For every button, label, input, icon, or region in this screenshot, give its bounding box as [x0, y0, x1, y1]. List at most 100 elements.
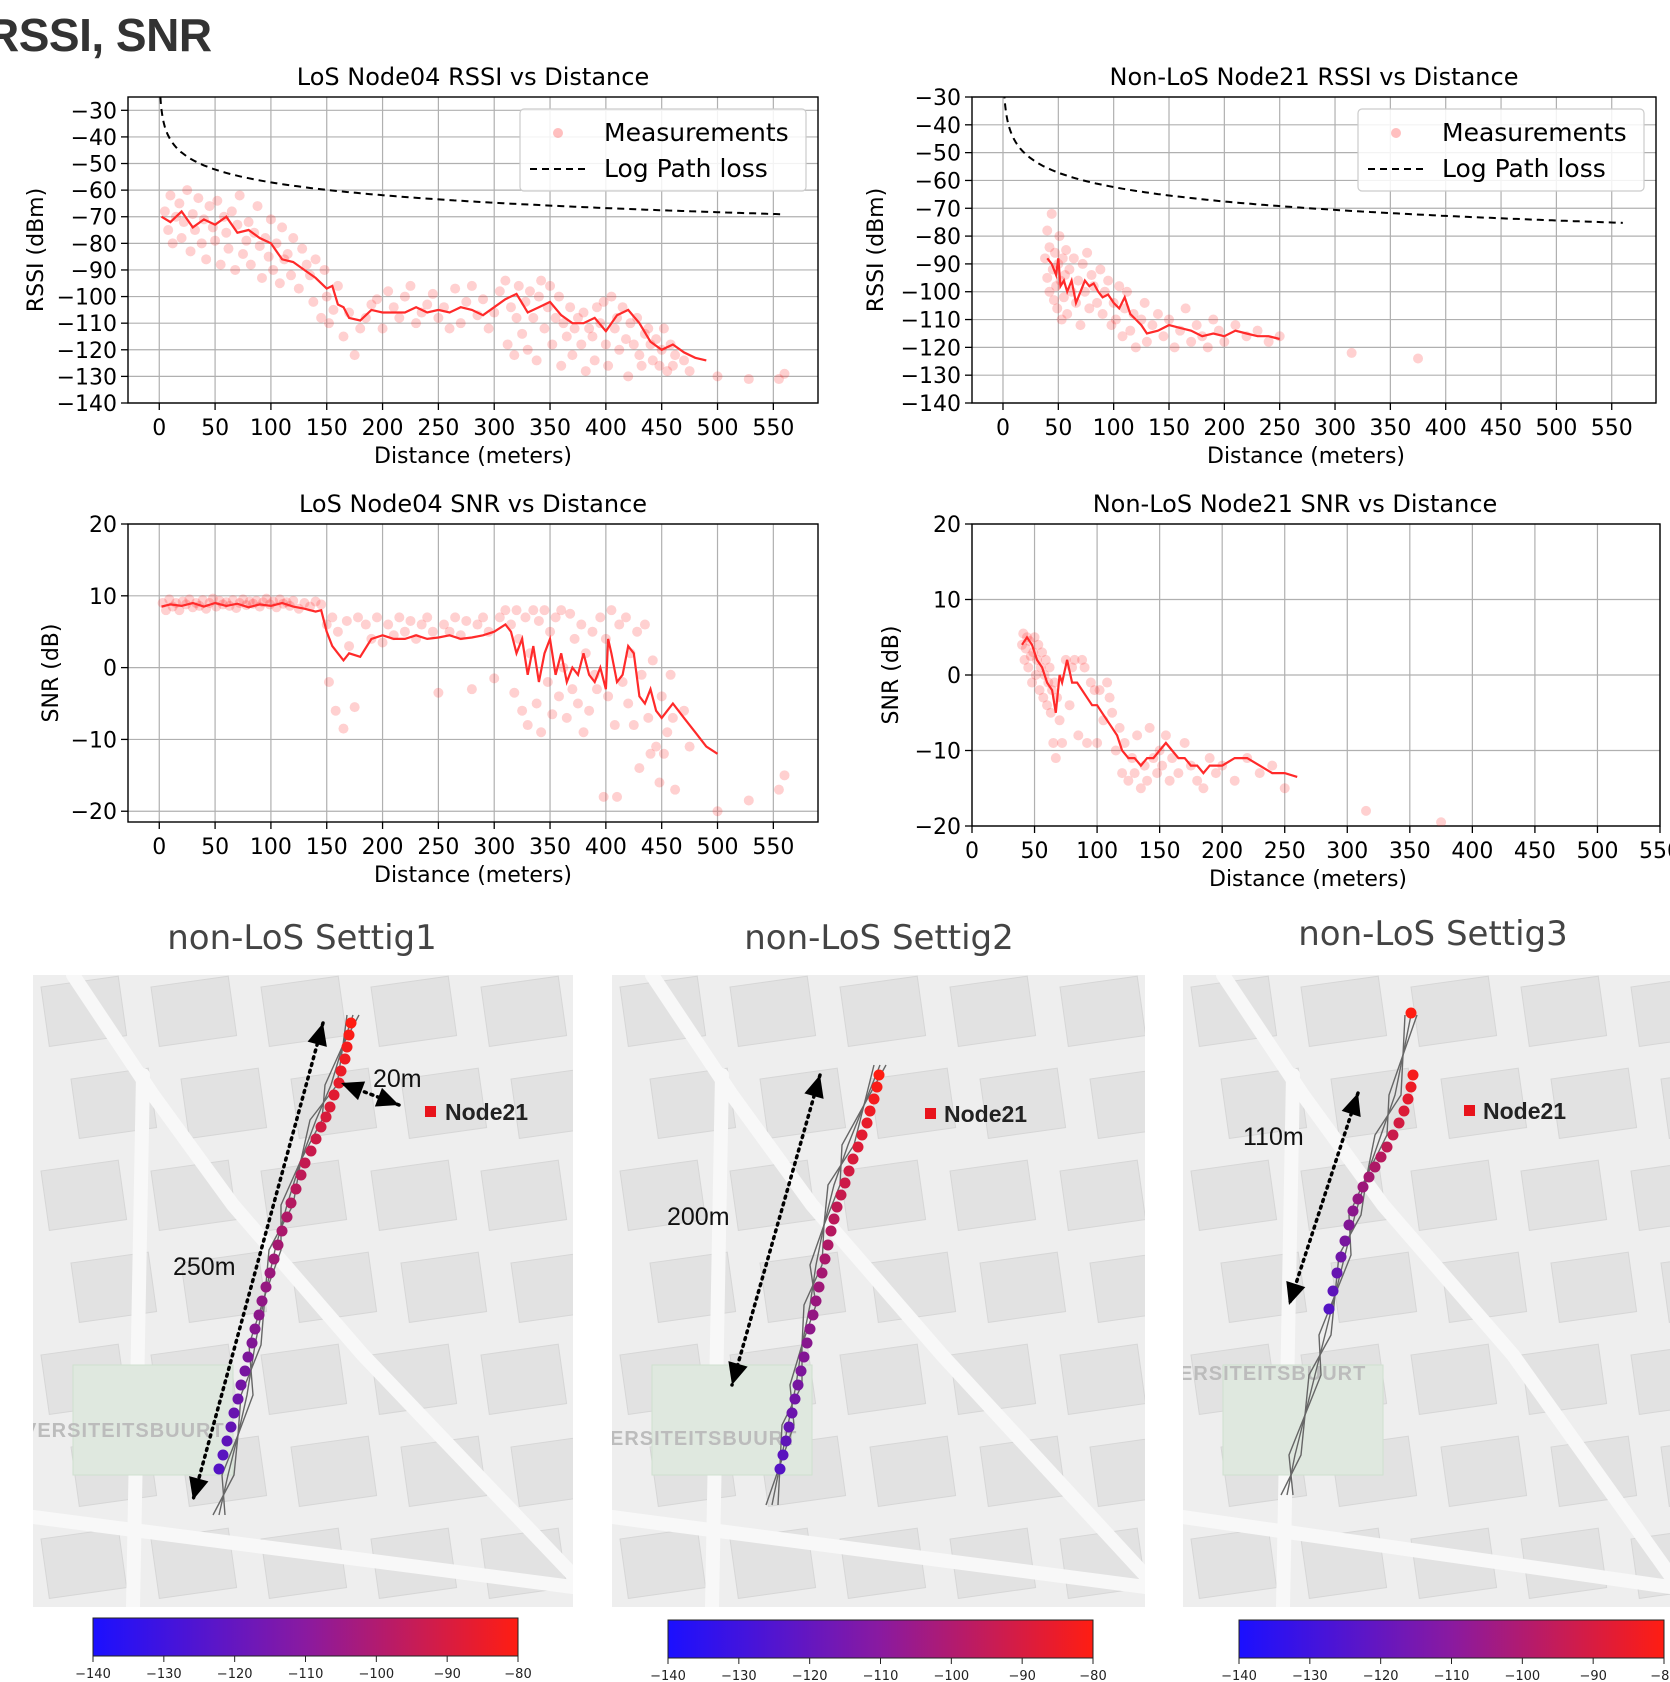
measurement-point: [450, 283, 461, 294]
measurement-point: [569, 323, 580, 334]
x-tick-label: 450: [1514, 839, 1556, 864]
measurement-point: [1254, 768, 1265, 779]
rssi-measurement-dot: [774, 1463, 786, 1475]
measurement-point: [1219, 336, 1230, 347]
rssi-measurement-dot: [213, 1463, 225, 1475]
measurement-point: [542, 676, 553, 687]
rssi-measurement-dot: [847, 1153, 859, 1165]
measurement-point: [779, 770, 790, 781]
measurement-point: [433, 687, 444, 698]
map-district-label: VERSITEITSBUURT: [33, 1420, 225, 1442]
measurement-point: [444, 626, 455, 637]
measurement-point: [310, 596, 321, 607]
x-tick-label: 500: [1535, 416, 1577, 441]
measurement-point: [405, 280, 416, 291]
map-setting2: ERSITEITSBUURT Node21 200m: [612, 975, 1145, 1607]
measurement-point: [1075, 320, 1086, 331]
rssi-measurement-dot: [1387, 1129, 1399, 1141]
colorbar-1: −140 −130 −120 −110 −100 −90 −80: [75, 1617, 532, 1682]
x-tick-label: 250: [1264, 839, 1306, 864]
measurement-point: [684, 741, 695, 752]
rssi-measurement-dot: [798, 1351, 810, 1363]
y-tick-label: −50: [915, 142, 961, 167]
measurement-point: [643, 712, 654, 723]
measurement-point: [1097, 308, 1108, 319]
measurement-point: [1279, 783, 1290, 794]
measurement-point: [444, 323, 455, 334]
measurement-point: [651, 741, 662, 752]
legend-marker-measurements: [553, 128, 563, 138]
measurement-point: [455, 318, 466, 329]
rssi-measurement-dot: [864, 1105, 876, 1117]
measurement-point: [163, 225, 174, 236]
y-axis-label: SNR (dB): [879, 626, 904, 725]
measurement-point: [1152, 768, 1163, 779]
measurement-point: [522, 720, 533, 731]
measurement-point: [636, 360, 647, 371]
measurement-point: [606, 605, 617, 616]
measurement-point: [1089, 685, 1100, 696]
x-tick-label: 200: [362, 416, 404, 441]
measurement-point: [609, 720, 620, 731]
measurement-point: [623, 698, 634, 709]
measurement-point: [587, 626, 598, 637]
measurement-point: [1130, 342, 1141, 353]
measurement-point: [185, 246, 196, 257]
y-tick-label: −130: [57, 365, 117, 390]
x-tick-label: 200: [1203, 416, 1245, 441]
y-tick-label: −30: [71, 99, 117, 124]
rssi-measurement-dot: [268, 1253, 280, 1265]
x-tick-label: 50: [201, 835, 229, 860]
measurement-point: [227, 595, 238, 606]
x-tick-label: 300: [473, 835, 515, 860]
measurement-point: [1025, 651, 1036, 662]
rssi-measurement-dot: [264, 1267, 276, 1279]
measurement-point: [647, 655, 658, 666]
rssi-measurement-dot: [341, 1041, 353, 1053]
colorbar-tick-label: −120: [792, 1669, 828, 1682]
measurement-point: [1079, 662, 1090, 673]
y-tick-label: −90: [915, 253, 961, 278]
measurement-point: [598, 791, 609, 802]
x-axis-label: Distance (meters): [374, 444, 572, 469]
measurement-point: [645, 339, 656, 350]
measurement-point: [1058, 292, 1069, 303]
measurement-point: [316, 312, 327, 323]
measurement-point: [1048, 737, 1059, 748]
measurement-point: [1119, 737, 1130, 748]
measurement-point: [654, 360, 665, 371]
measurement-point: [578, 307, 589, 318]
measurement-point: [207, 593, 218, 604]
rssi-measurement-dot: [1357, 1181, 1369, 1193]
measurement-point: [1132, 730, 1143, 741]
chart-title: Non-LoS Node21 SNR vs Distance: [1093, 490, 1498, 518]
x-tick-label: 250: [1259, 416, 1301, 441]
measurement-point: [561, 712, 572, 723]
measurement-point: [662, 366, 673, 377]
measurement-point: [639, 619, 650, 630]
legend-label-measurements: Measurements: [1442, 118, 1627, 147]
measurement-point: [589, 355, 600, 366]
colorbar-tick-label: −110: [1434, 1669, 1470, 1682]
rssi-measurement-dot: [239, 1365, 251, 1377]
measurement-point: [1210, 768, 1221, 779]
rssi-measurement-dot: [217, 1449, 229, 1461]
x-tick-label: 550: [1639, 839, 1670, 864]
distance-arrow: [191, 1021, 325, 1502]
measurement-point: [1082, 247, 1093, 258]
measurement-point: [1086, 270, 1097, 281]
y-tick-label: −120: [901, 336, 961, 361]
measurement-point: [165, 190, 176, 201]
measurement-point: [399, 291, 410, 302]
measurement-point: [349, 702, 360, 713]
y-tick-label: −120: [57, 339, 117, 364]
y-tick-label: −140: [57, 392, 117, 417]
colorbar-tick-label: −110: [288, 1667, 324, 1682]
rssi-measurement-dot: [831, 1201, 843, 1213]
measurement-point: [388, 302, 399, 313]
y-tick-label: −130: [901, 364, 961, 389]
x-tick-label: 450: [1480, 416, 1522, 441]
measurement-point: [461, 296, 472, 307]
measurement-point: [1230, 320, 1241, 331]
measurement-point: [1073, 730, 1084, 741]
